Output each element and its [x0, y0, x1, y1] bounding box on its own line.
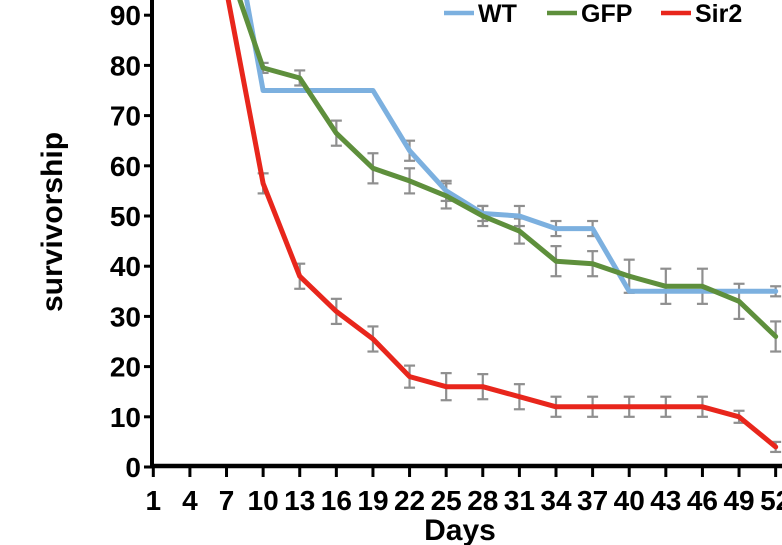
- x-tick-label: 31: [504, 485, 535, 516]
- x-tick-label: 34: [540, 485, 572, 516]
- x-axis-title: Days: [424, 514, 496, 545]
- legend-label-wt: WT: [478, 0, 517, 28]
- y-tick-label: 90: [110, 0, 141, 31]
- x-tick-label: 52: [760, 485, 782, 516]
- y-tick-label: 30: [110, 301, 141, 332]
- y-axis-title: survivorship: [36, 132, 69, 312]
- legend-item-sir2: Sir2: [661, 0, 742, 28]
- x-tick-label: 40: [614, 485, 645, 516]
- chart-legend: WT GFP Sir2: [444, 0, 742, 28]
- x-tick-label: 28: [467, 485, 498, 516]
- series-line-gfp: [237, 0, 779, 339]
- y-tick-label: 70: [110, 101, 141, 132]
- series-line-wt: [244, 0, 779, 294]
- y-tick-label: 20: [110, 352, 141, 383]
- y-axis-ticks-group: 0 10 20 30 40 50 60 70 80 90: [110, 0, 154, 483]
- x-tick-label: 10: [248, 485, 279, 516]
- legend-item-gfp: GFP: [547, 0, 632, 28]
- y-tick-label: 50: [110, 201, 141, 232]
- y-tick-label: 80: [110, 50, 141, 81]
- x-tick-label: 46: [687, 485, 718, 516]
- x-tick-label: 19: [357, 485, 388, 516]
- series-lines-group: [225, 0, 779, 450]
- x-tick-label: 1: [146, 485, 162, 516]
- series-line-sir2: [225, 0, 779, 450]
- y-tick-label: 40: [110, 251, 141, 282]
- y-tick-label: 0: [125, 452, 141, 483]
- x-tick-label: 37: [577, 485, 608, 516]
- error-bars-group: [257, 61, 782, 454]
- x-tick-label: 49: [723, 485, 754, 516]
- x-tick-label: 4: [182, 485, 198, 516]
- y-tick-label: 10: [110, 402, 141, 433]
- legend-item-wt: WT: [444, 0, 517, 28]
- y-tick-label: 60: [110, 151, 141, 182]
- legend-label-sir2: Sir2: [695, 0, 742, 28]
- x-tick-label: 7: [219, 485, 235, 516]
- x-tick-label: 13: [284, 485, 315, 516]
- x-axis-ticks-group: 147 101316192225283134374043464952: [146, 466, 782, 516]
- x-tick-label: 25: [431, 485, 462, 516]
- x-tick-label: 22: [394, 485, 425, 516]
- legend-label-gfp: GFP: [581, 0, 632, 28]
- x-tick-label: 43: [650, 485, 681, 516]
- x-tick-label: 16: [321, 485, 352, 516]
